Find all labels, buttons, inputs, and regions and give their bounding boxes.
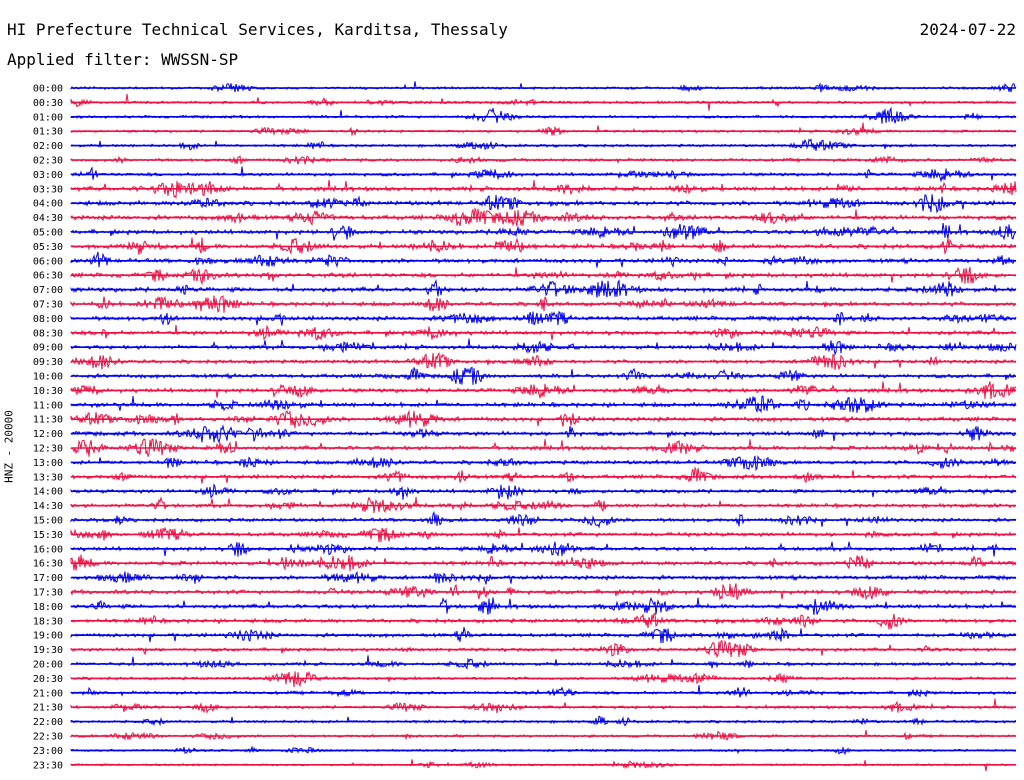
tick-label-1730: 17:30 — [33, 588, 63, 599]
tick-label-0930: 09:30 — [33, 357, 63, 368]
trace-0000 — [70, 81, 1017, 93]
tick-label-0200: 02:00 — [33, 141, 63, 152]
tick-label-2030: 20:30 — [33, 674, 63, 685]
date-label: 2024-07-22 — [919, 20, 1016, 39]
tick-label-0030: 00:30 — [33, 98, 63, 109]
trace-0600 — [70, 251, 1017, 269]
tick-label-2230: 22:30 — [33, 732, 63, 743]
tick-label-1800: 18:00 — [33, 602, 63, 613]
tick-label-1200: 12:00 — [33, 429, 63, 440]
tick-label-2300: 23:00 — [33, 746, 63, 757]
tick-label-1100: 11:00 — [33, 400, 63, 411]
tick-label-1500: 15:00 — [33, 516, 63, 527]
tick-label-0100: 01:00 — [33, 112, 63, 123]
tick-label-0530: 05:30 — [33, 242, 63, 253]
trace-2230 — [70, 730, 1017, 741]
tick-label-1430: 14:30 — [33, 501, 63, 512]
tick-label-1600: 16:00 — [33, 544, 63, 555]
tick-label-1900: 19:00 — [33, 631, 63, 642]
tick-label-0000: 00:00 — [33, 84, 63, 95]
tick-label-0730: 07:30 — [33, 300, 63, 311]
tick-label-2200: 22:00 — [33, 717, 63, 728]
tick-label-0130: 01:30 — [33, 127, 63, 138]
tick-label-0700: 07:00 — [33, 285, 63, 296]
trace-1400 — [70, 483, 1017, 500]
tick-label-0630: 06:30 — [33, 271, 63, 282]
tick-label-2330: 23:30 — [33, 760, 63, 771]
tick-label-0430: 04:30 — [33, 213, 63, 224]
filter-label: Applied filter: WWSSN-SP — [7, 50, 239, 69]
station-title: HI Prefecture Technical Services, Kardit… — [7, 20, 508, 39]
trace-1330 — [70, 466, 1017, 484]
tick-label-2100: 21:00 — [33, 688, 63, 699]
tick-label-1530: 15:30 — [33, 530, 63, 541]
tick-label-0230: 02:30 — [33, 156, 63, 167]
tick-label-1300: 13:00 — [33, 458, 63, 469]
tick-label-0300: 03:00 — [33, 170, 63, 181]
tick-label-2130: 21:30 — [33, 703, 63, 714]
tick-label-0800: 08:00 — [33, 314, 63, 325]
trace-2000 — [70, 655, 1016, 670]
tick-label-0830: 08:30 — [33, 328, 63, 339]
trace-0130 — [70, 122, 1017, 137]
trace-1730 — [70, 583, 1017, 601]
trace-2030 — [70, 670, 1017, 688]
tick-label-1400: 14:00 — [33, 487, 63, 498]
tick-label-1700: 17:00 — [33, 573, 63, 584]
tick-label-1000: 10:00 — [33, 372, 63, 383]
tick-label-1630: 16:30 — [33, 559, 63, 570]
trace-2130 — [70, 698, 1017, 715]
trace-1100 — [70, 395, 1017, 414]
tick-label-1130: 11:30 — [33, 415, 63, 426]
tick-label-1030: 10:30 — [33, 386, 63, 397]
tick-label-0330: 03:30 — [33, 184, 63, 195]
tick-label-0500: 05:00 — [33, 228, 63, 239]
tick-label-1330: 13:30 — [33, 472, 63, 483]
tick-label-1230: 12:30 — [33, 444, 63, 455]
tick-label-1830: 18:30 — [33, 616, 63, 627]
trace-0100 — [70, 106, 1017, 124]
trace-0900 — [70, 338, 1017, 356]
trace-2100 — [70, 684, 1017, 698]
tick-label-2000: 20:00 — [33, 660, 63, 671]
tick-label-1930: 19:30 — [33, 645, 63, 656]
tick-label-0900: 09:00 — [33, 343, 63, 354]
tick-label-0400: 04:00 — [33, 199, 63, 210]
tick-label-0600: 06:00 — [33, 256, 63, 267]
